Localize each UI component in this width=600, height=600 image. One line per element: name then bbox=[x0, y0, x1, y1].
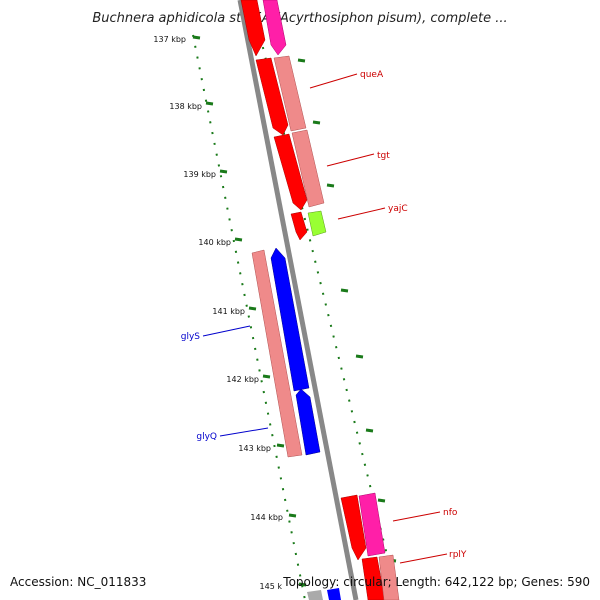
cds-feature[interactable] bbox=[327, 588, 341, 600]
genome-backbone bbox=[237, 0, 359, 600]
cds-feature-rplY[interactable] bbox=[361, 556, 386, 600]
cds-feature-glyS[interactable] bbox=[270, 247, 310, 392]
cds-feature-tgt[interactable] bbox=[273, 133, 308, 211]
gene-label-connectors bbox=[202, 73, 448, 564]
cds-feature[interactable] bbox=[262, 0, 287, 56]
cds-feature[interactable] bbox=[240, 0, 266, 57]
cds-feature-tgt-pale[interactable] bbox=[291, 129, 325, 208]
gene-label-nfo: nfo bbox=[443, 508, 458, 518]
accession-text: Accession: NC_011833 bbox=[10, 575, 146, 589]
tick-label: 139 kbp bbox=[183, 170, 216, 179]
tick-label: 142 kbp bbox=[226, 375, 259, 384]
forward-strand-features bbox=[240, 0, 400, 600]
tick-label: 145 k bbox=[260, 582, 283, 591]
tick-label: 144 kbp bbox=[250, 513, 283, 522]
gene-labels: queA tgt yajC glyS glyQ nfo rplY bbox=[181, 70, 467, 560]
tick-label: 137 kbp bbox=[153, 35, 186, 44]
cds-feature-glyS-pale[interactable] bbox=[251, 249, 303, 458]
reverse-strand-features bbox=[251, 247, 341, 600]
gene-label-yajC: yajC bbox=[388, 204, 408, 214]
tick-labels: 137 kbp 138 kbp 139 kbp 140 kbp 141 kbp … bbox=[153, 35, 283, 591]
gene-label-rplY: rplY bbox=[449, 550, 467, 560]
tick-label: 138 kbp bbox=[169, 102, 202, 111]
cds-feature-queA-pale[interactable] bbox=[273, 55, 307, 132]
tick-label: 140 kbp bbox=[198, 238, 231, 247]
cds-feature-yajC-red[interactable] bbox=[290, 211, 308, 241]
topology-text: Topology: circular; Length: 642,122 bp; … bbox=[282, 575, 590, 589]
map-title: Buchnera aphidicola str. 5A (Acyrthosiph… bbox=[92, 11, 507, 26]
cds-feature-nfo-magenta[interactable] bbox=[358, 492, 386, 557]
left-tick-track bbox=[192, 34, 306, 600]
gene-label-tgt: tgt bbox=[377, 151, 390, 161]
gene-label-glyS: glyS bbox=[181, 332, 201, 342]
cds-feature-queA[interactable] bbox=[255, 57, 289, 136]
gene-label-glyQ: glyQ bbox=[196, 432, 217, 442]
tick-label: 143 kbp bbox=[238, 444, 271, 453]
cds-feature-nfo[interactable] bbox=[340, 494, 367, 561]
cds-feature-rplY-pale[interactable] bbox=[378, 554, 400, 600]
major-tick-marks bbox=[192, 35, 397, 587]
cds-feature-yajC[interactable] bbox=[307, 210, 327, 237]
cds-feature-glyQ[interactable] bbox=[295, 388, 321, 456]
cds-feature[interactable] bbox=[307, 590, 323, 600]
tick-label: 141 kbp bbox=[212, 307, 245, 316]
gene-label-queA: queA bbox=[360, 70, 384, 80]
